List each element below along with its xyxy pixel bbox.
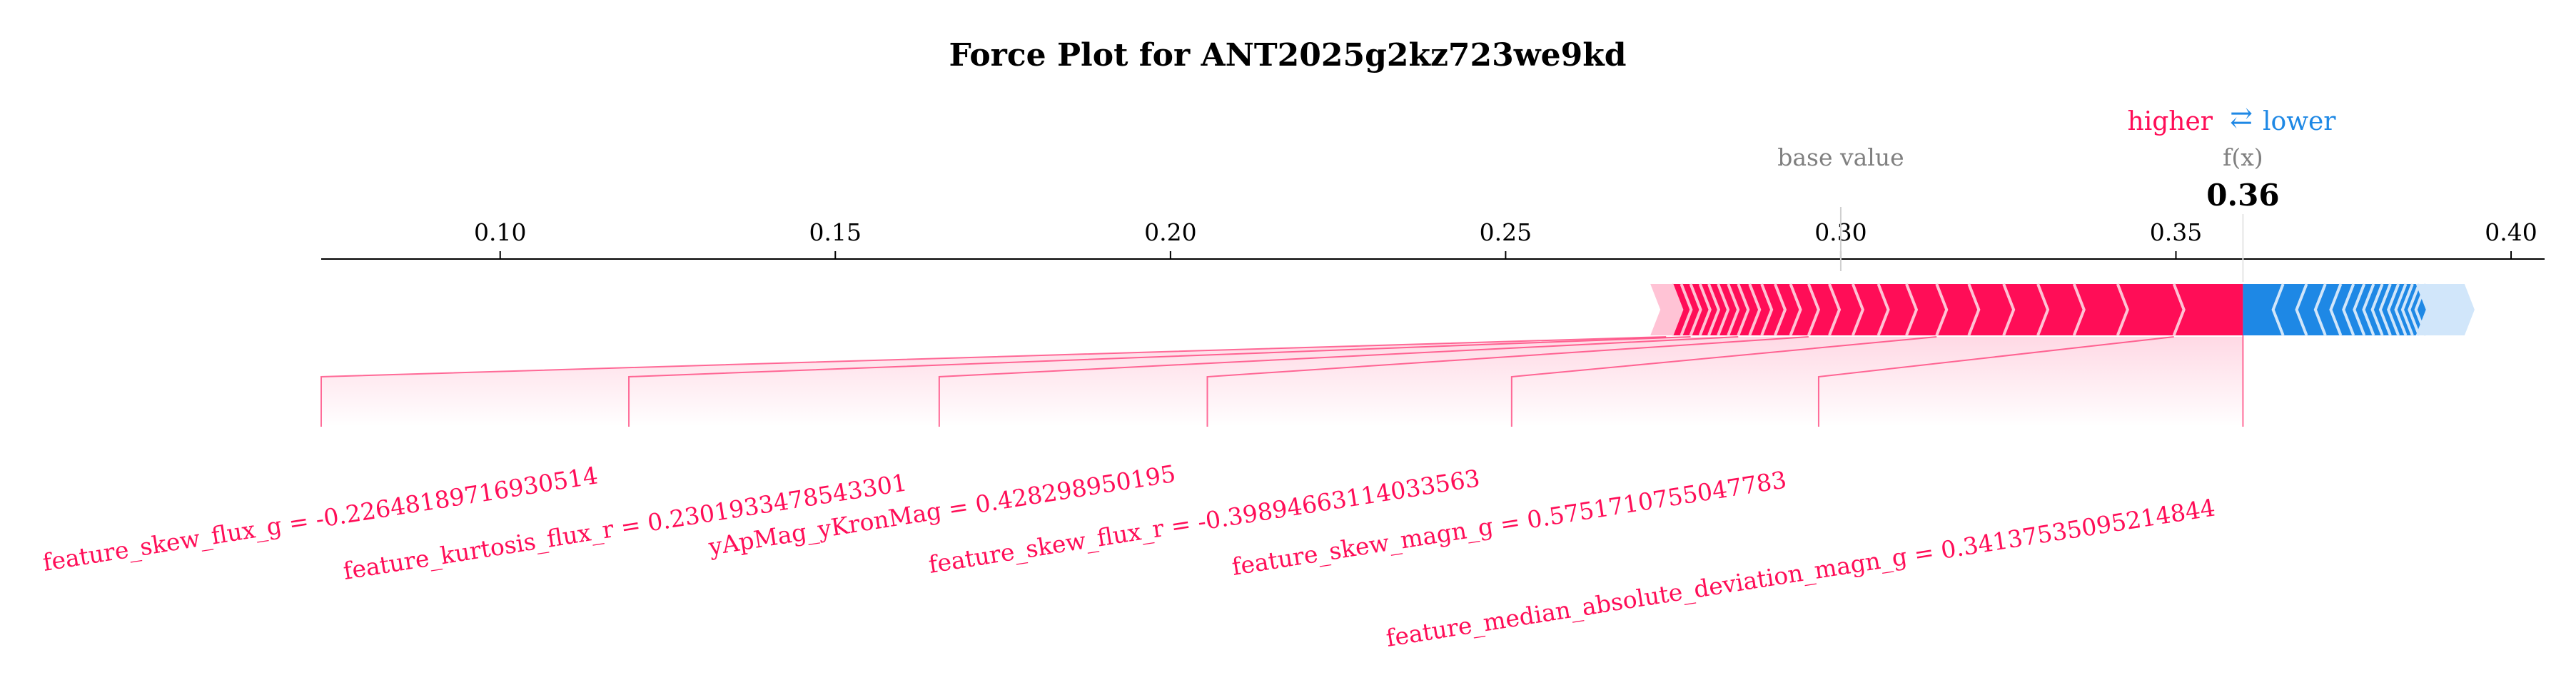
positive-segment bbox=[1689, 283, 1702, 336]
negative-segment bbox=[2329, 283, 2343, 336]
negative-segment bbox=[2394, 283, 2408, 336]
positive-segment bbox=[1789, 283, 1802, 336]
feature-connector bbox=[320, 336, 1667, 427]
feature-label: feature_skew_flux_g = -0.226481897169305… bbox=[41, 461, 600, 577]
negative-segment bbox=[2342, 283, 2355, 336]
feature-connectors bbox=[320, 335, 2244, 427]
positive-segment bbox=[2116, 283, 2129, 336]
positive-segment bbox=[1748, 283, 1762, 336]
x-tick-label: 0.15 bbox=[809, 218, 862, 246]
feature-connector bbox=[1817, 336, 2174, 427]
negative-segment bbox=[2408, 283, 2421, 336]
connector-fill bbox=[321, 337, 2243, 427]
x-tick-label: 0.25 bbox=[1480, 218, 1532, 246]
legend-arrow-icon: ⇄ bbox=[2230, 102, 2253, 133]
positive-segment bbox=[1905, 283, 1919, 336]
positive-segment bbox=[1967, 283, 1981, 336]
negative-bar bbox=[2243, 284, 2426, 335]
positive-segment bbox=[2072, 283, 2086, 336]
positive-segment bbox=[1774, 283, 1787, 336]
positive-segment bbox=[1698, 283, 1712, 336]
positive-segment bbox=[2002, 283, 2016, 336]
fx-label: f(x) bbox=[2223, 143, 2263, 171]
chart-title: Force Plot for ANT2025g2kz723we9kd bbox=[949, 37, 1626, 73]
negative-segment bbox=[2400, 283, 2414, 336]
feature-connector bbox=[1510, 336, 1937, 427]
force-bars bbox=[1650, 283, 2475, 336]
feature-connector bbox=[938, 336, 1739, 427]
positive-segment bbox=[1760, 283, 1774, 336]
negative-segment bbox=[2378, 283, 2392, 336]
legend-lower: lower bbox=[2263, 107, 2336, 136]
positive-segment bbox=[1828, 283, 1842, 336]
positive-segment bbox=[1727, 283, 1740, 336]
x-tick-label: 0.10 bbox=[474, 218, 526, 246]
feature-label: feature_skew_flux_r = -0.398946631140335… bbox=[926, 464, 1482, 579]
base-value-label: base value bbox=[1777, 143, 1904, 171]
feature-labels: feature_skew_flux_g = -0.226481897169305… bbox=[41, 460, 2217, 653]
negative-segment bbox=[2271, 283, 2285, 336]
positive-segment bbox=[1737, 283, 1750, 336]
positive-segment bbox=[1680, 283, 1693, 336]
negative-segment bbox=[2295, 283, 2308, 336]
negative-segment bbox=[2387, 283, 2400, 336]
legend-higher: higher bbox=[2128, 107, 2213, 136]
x-tick-label: 0.20 bbox=[1144, 218, 1196, 246]
negative-segment bbox=[2353, 283, 2366, 336]
positive-segment bbox=[1670, 283, 1684, 336]
positive-segment bbox=[1877, 283, 1890, 336]
positive-segment bbox=[1935, 283, 1949, 336]
positive-bar bbox=[1672, 284, 2243, 335]
positive-segment bbox=[1707, 283, 1721, 336]
negative-segment bbox=[2414, 283, 2428, 336]
negative-segment bbox=[2362, 283, 2375, 336]
positive-segment bbox=[1717, 283, 1730, 336]
negative-segment bbox=[2313, 283, 2327, 336]
positive-segment bbox=[1807, 283, 1821, 336]
x-tick-label: 0.40 bbox=[2485, 218, 2537, 246]
feature-connector bbox=[1206, 336, 1809, 427]
feature-connector bbox=[628, 336, 1691, 427]
feature-label: feature_skew_magn_g = 0.5751710755047783 bbox=[1230, 465, 1789, 581]
positive-segment bbox=[2036, 283, 2050, 336]
x-tick-label: 0.35 bbox=[2150, 218, 2202, 246]
legend: higher ⇄ lower bbox=[2128, 102, 2337, 136]
fx-value: 0.36 bbox=[2206, 178, 2279, 213]
negative-segment bbox=[2370, 283, 2384, 336]
positive-segment bbox=[1851, 283, 1864, 336]
positive-segment bbox=[2172, 283, 2186, 336]
x-axis-ticks: 0.10 0.15 0.20 0.25 0.30 0.35 0.40 bbox=[474, 218, 2537, 259]
